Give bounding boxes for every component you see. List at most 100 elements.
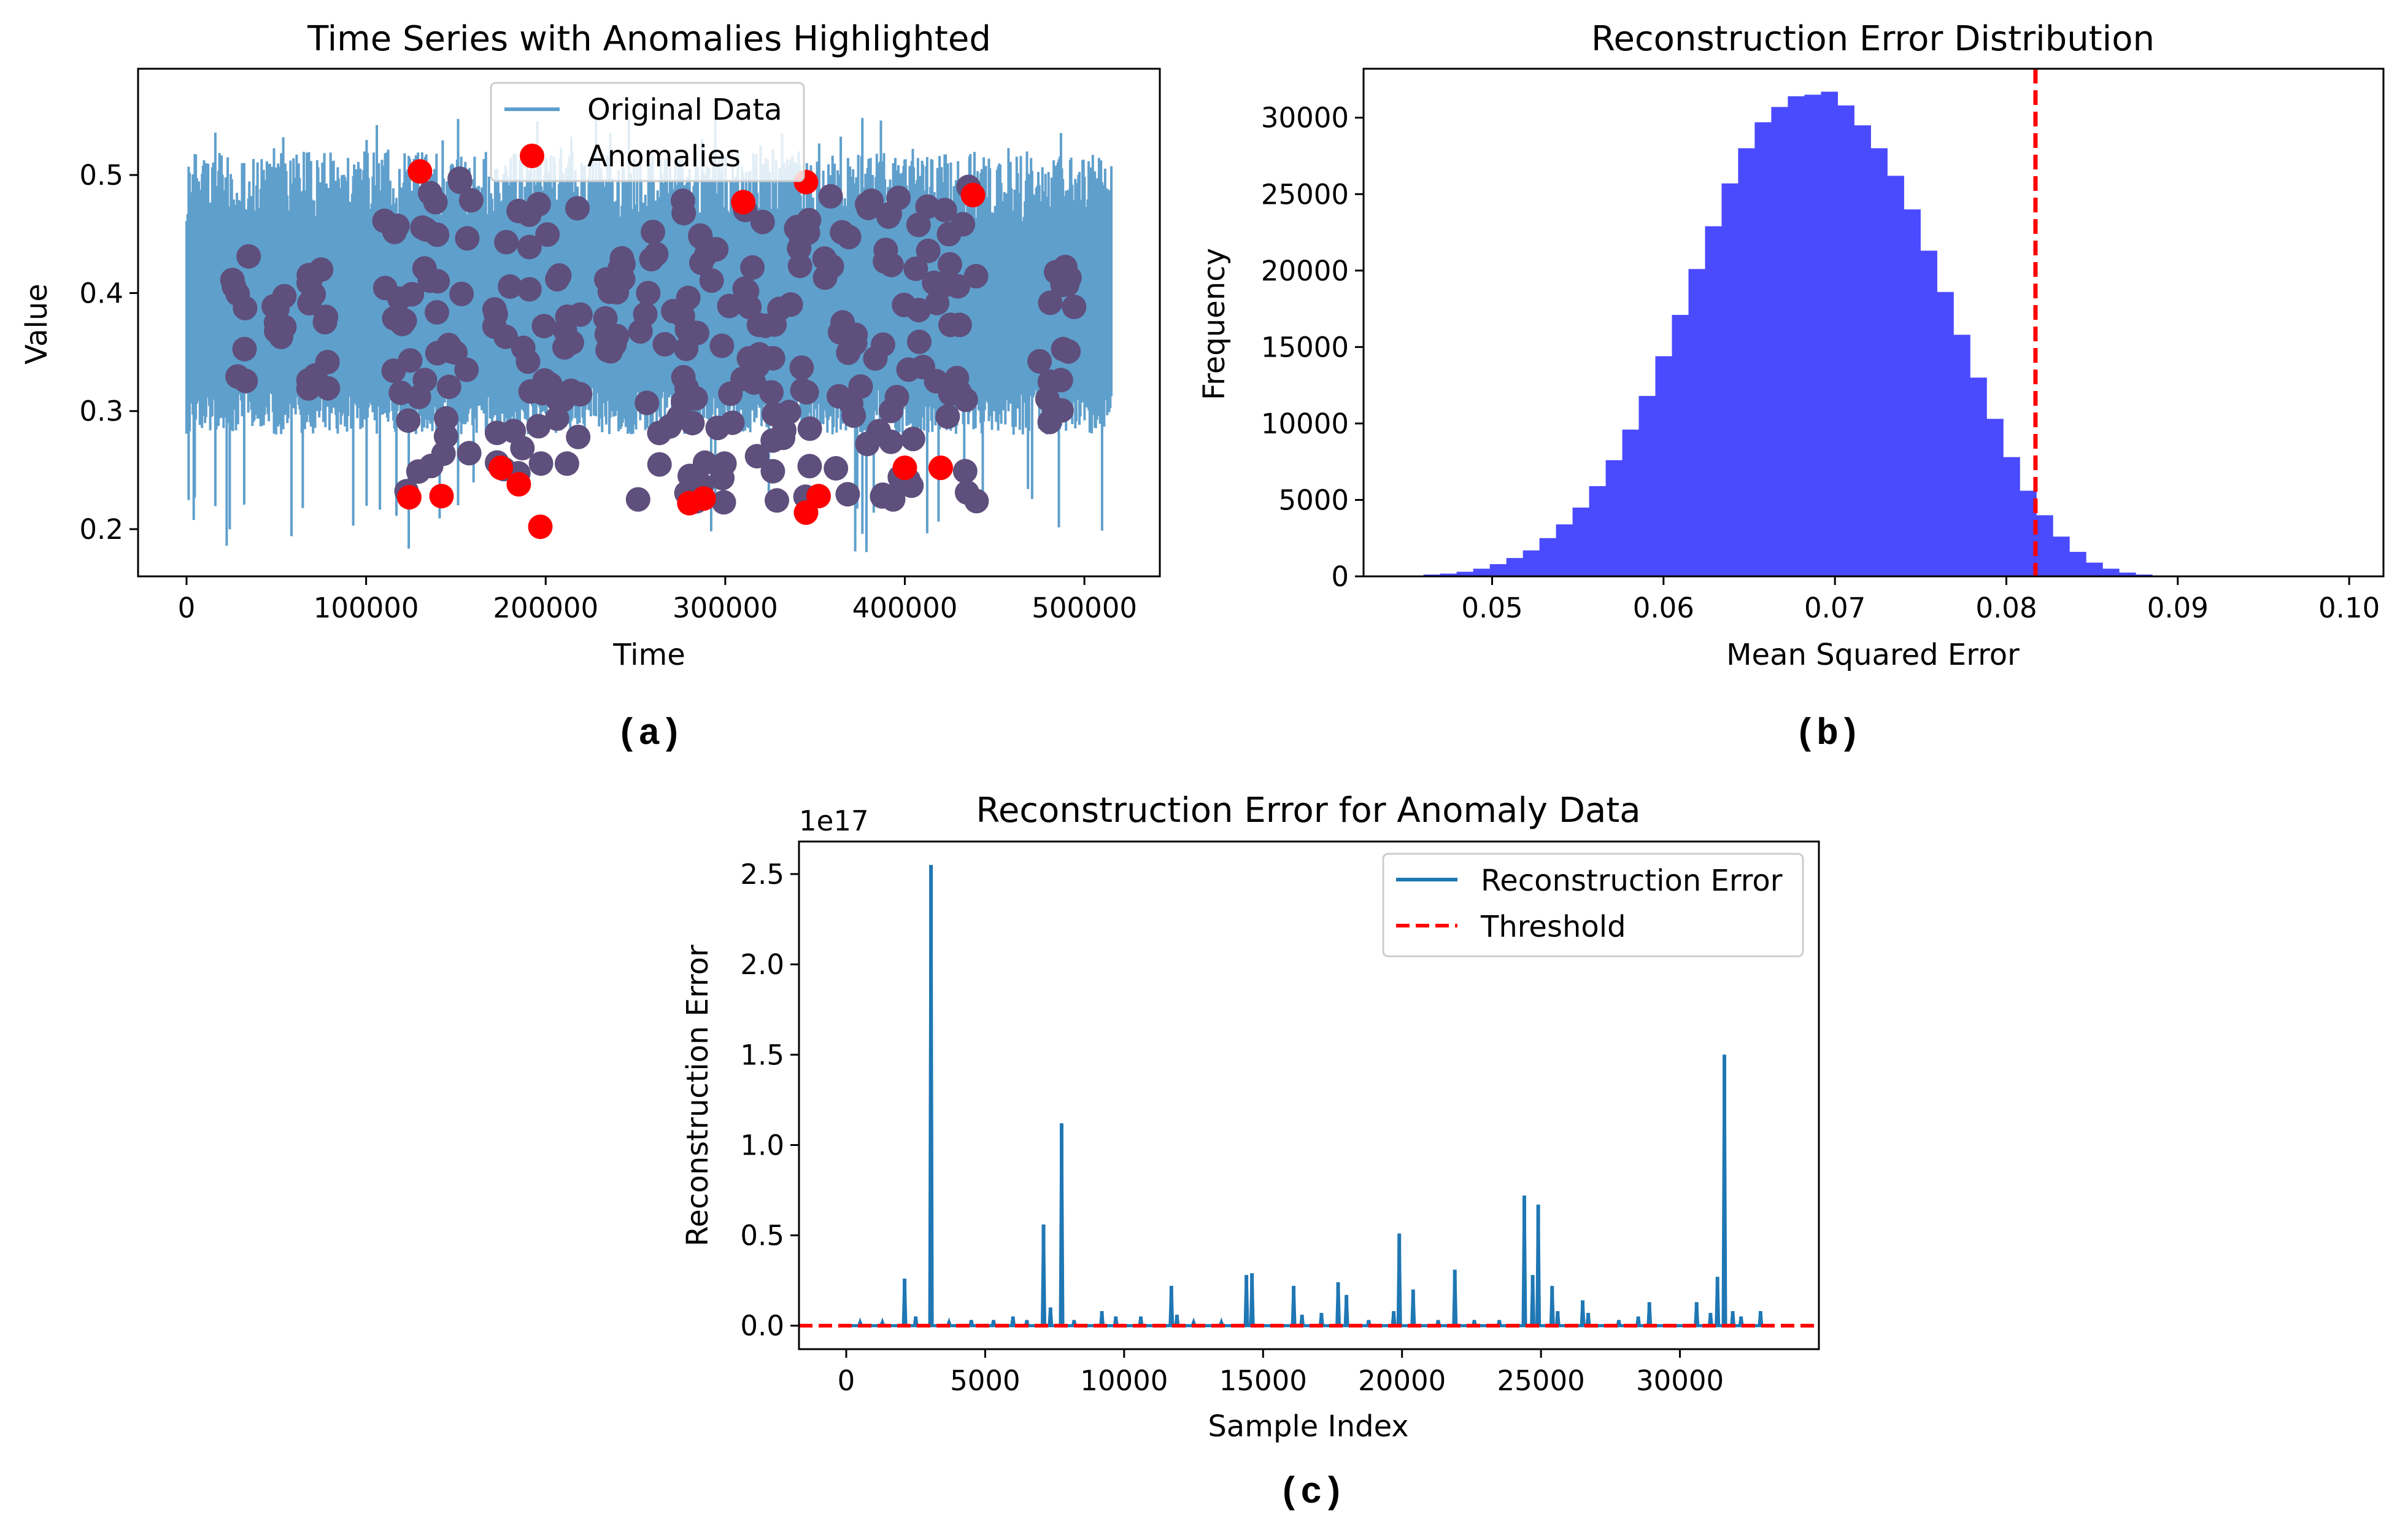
anomaly-point [718,381,743,406]
chart-b-ticks: 0.05 0.06 0.07 0.08 0.09 0.10 0 5000 10000 15000 2… [1261,102,2380,624]
y-tick-label: 0 [1331,560,1349,593]
anomaly-point [669,300,694,325]
histogram-bar [1870,148,1888,576]
anomaly-point [856,195,881,220]
anomaly-point [1027,349,1052,374]
y-tick-label: 0.0 [740,1310,784,1342]
anomaly-point [220,268,245,293]
x-tick-label: 0.08 [1975,592,2037,624]
anomaly-point [772,417,797,443]
anomaly-point [790,377,815,403]
chart-c-legend: Reconstruction Error Threshold [1382,853,1804,958]
anomaly-point [429,484,454,509]
anomaly-point [935,404,960,429]
chart-a-ticks: 0 100000 200000 300000 400000 500000 0.2 0.3 0.4… [79,159,1137,624]
anomaly-point [871,332,895,357]
legend-reconstruction-error-label: Reconstruction Error [1481,864,1783,898]
anomaly-point [272,284,297,309]
histogram-bar [2036,515,2053,576]
anomaly-point [1056,339,1081,364]
anomaly-point [896,357,921,382]
x-tick-label: 0.07 [1804,592,1866,624]
anomaly-point [741,370,766,395]
anomaly-point [635,390,660,416]
anomaly-point [746,312,771,338]
histogram-bar [1556,524,1573,576]
anomaly-point [641,220,665,244]
anomaly-point [434,406,459,431]
anomaly-point [406,459,431,484]
histogram-bar [1638,396,1656,576]
anomaly-point [953,387,978,412]
chart-c-ticks: 0 5000 10000 15000 20000 25000 30000 0.0 0.5 1.0 1… [740,858,1724,1397]
histogram-bar [1705,226,1723,577]
anomaly-point [488,455,514,481]
x-tick-label: 0 [178,592,196,624]
anomaly-point [916,238,941,263]
anomaly-point [699,268,724,293]
chart-a-title: Time Series with Anomalies Highlighted [307,19,991,59]
anomaly-point [388,381,414,405]
histogram-bar [1904,209,1921,576]
histogram-bar [1920,250,1937,576]
histogram-bar [2086,562,2103,576]
anomaly-point [670,188,695,214]
anomaly-point [552,335,577,360]
anomaly-point [528,451,554,476]
anomaly-point [878,398,903,424]
y-tick-label: 25000 [1261,178,1349,211]
chart-a-xlabel: Time [612,638,685,672]
anomaly-point [652,331,677,357]
anomaly-point [731,190,756,215]
anomaly-point [928,455,953,481]
x-tick-label: 20000 [1358,1364,1446,1397]
x-tick-label: 25000 [1497,1364,1585,1397]
anomaly-point [315,376,341,401]
anomaly-point [526,192,551,217]
anomaly-point [789,355,814,380]
chart-c: Reconstruction Error for Anomaly Data 1e… [681,791,1820,1444]
anomaly-point [455,226,480,251]
anomaly-point [797,454,822,479]
histogram-bar [1489,564,1507,576]
histogram-bar [2003,457,2020,576]
histogram-bar [1622,429,1640,576]
histogram-bar [1937,292,1954,576]
histogram-bar [1721,183,1739,576]
anomaly-point [515,349,541,374]
anomaly-point [483,302,508,327]
anomaly-point [498,274,523,299]
x-tick-label: 0 [838,1364,855,1397]
anomaly-point [688,223,713,248]
chart-b-ylabel: Frequency [1197,248,1232,400]
x-tick-label: 500000 [1032,592,1137,624]
anomaly-point [691,486,716,511]
histogram-bar [1854,125,1871,576]
anomaly-point [598,339,623,364]
anomaly-point [760,459,785,484]
x-tick-label: 15000 [1219,1364,1307,1397]
x-tick-label: 400000 [852,592,958,624]
anomaly-point [778,292,803,317]
y-tick-label: 1.5 [740,1039,784,1071]
anomaly-point [457,441,482,466]
chart-a-legend: Original Data Anomalies [490,82,805,182]
chart-b-xlabel: Mean Squared Error [1726,638,2020,672]
histogram-bar [1572,507,1590,576]
histogram-bar [1672,315,1689,576]
anomaly-point [818,184,843,209]
chart-a-frame [137,68,1161,578]
anomaly-point [233,295,258,320]
anomaly-point [830,220,855,245]
anomaly-point [824,456,849,481]
histogram-bar [1589,486,1607,576]
histogram-bar [1605,460,1623,576]
anomaly-point [417,268,442,293]
anomaly-point [787,222,812,247]
x-tick-label: 200000 [493,592,598,624]
y-tick-label: 0.5 [740,1220,784,1252]
histogram-bar [2119,572,2136,576]
anomaly-point [892,455,917,481]
anomaly-point [744,444,770,469]
histogram-bar [1821,91,1838,576]
